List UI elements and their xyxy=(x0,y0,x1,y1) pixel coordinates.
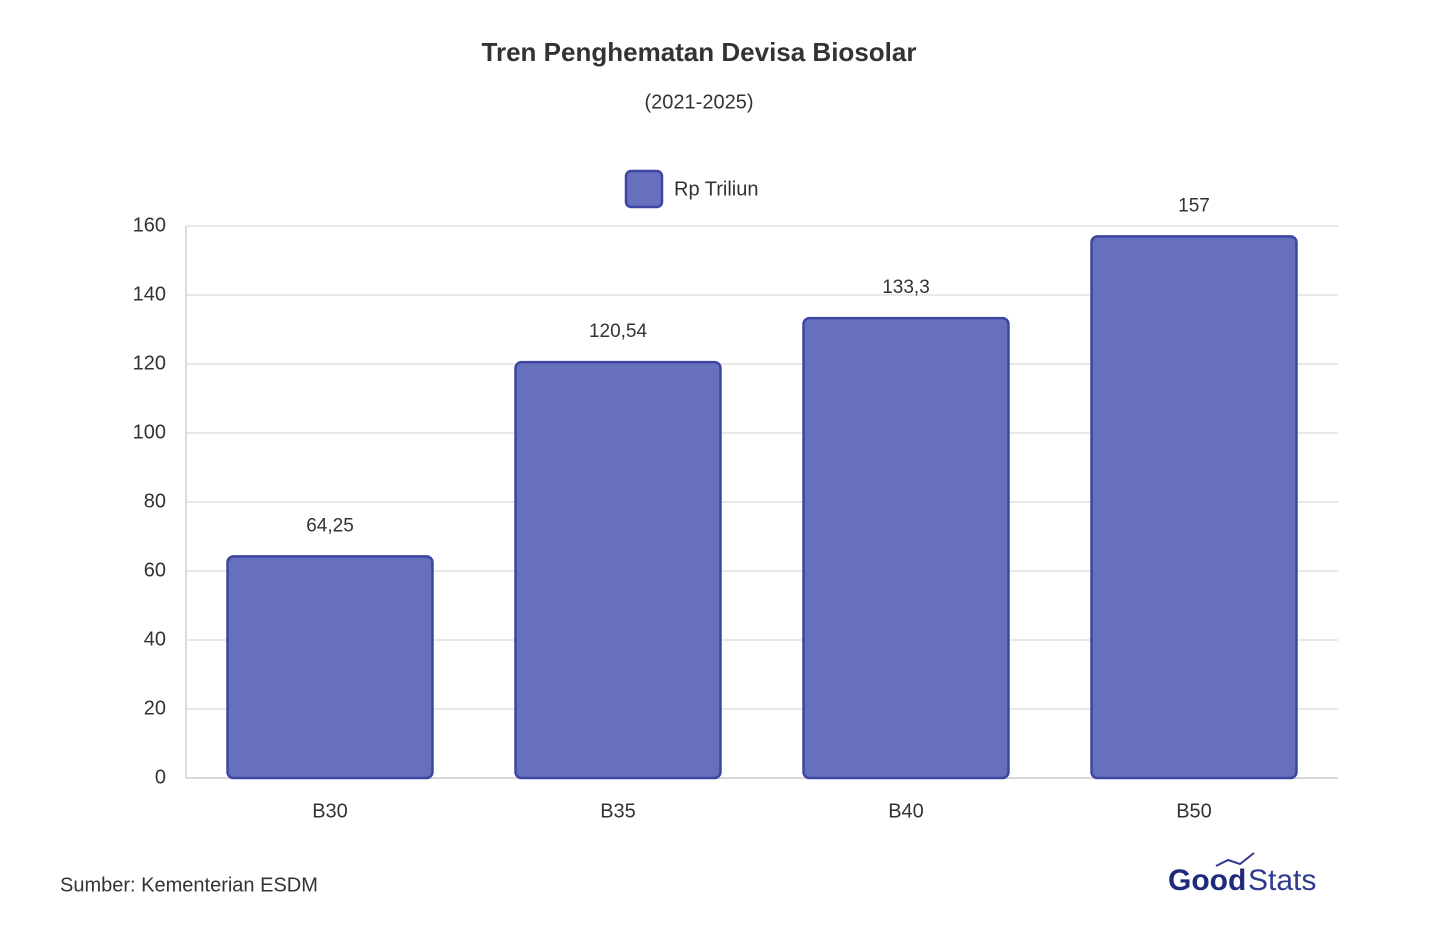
source: Sumber: Kementerian ESDM xyxy=(60,874,318,896)
bar xyxy=(226,555,434,780)
chart-title: Tren Penghematan Devisa Biosolar xyxy=(482,37,917,67)
y-tick-label: 0 xyxy=(155,766,166,788)
value-label: 64,25 xyxy=(306,515,354,536)
logo-light: Stats xyxy=(1248,864,1316,897)
bar xyxy=(802,316,1010,780)
y-tick-label: 60 xyxy=(144,559,166,581)
x-tick-label: B50 xyxy=(1176,800,1212,822)
value-label: 120,54 xyxy=(589,321,648,342)
value-label: 157 xyxy=(1178,195,1210,216)
y-tick-label: 140 xyxy=(133,283,166,305)
y-tick-label: 100 xyxy=(133,421,166,443)
y-tick-label: 20 xyxy=(144,697,166,719)
logo-bold: Good xyxy=(1168,864,1246,897)
y-tick-label: 160 xyxy=(133,214,166,236)
y-tick-label: 40 xyxy=(144,628,166,650)
y-tick-label: 80 xyxy=(144,490,166,512)
chart-subtitle: (2021-2025) xyxy=(645,91,754,113)
logo: Good Stats xyxy=(1168,852,1316,897)
x-tick-label: B40 xyxy=(888,800,924,822)
logo-icon xyxy=(1215,852,1255,867)
x-tick-label: B30 xyxy=(312,800,348,822)
x-tick-label: B35 xyxy=(600,800,636,822)
bar xyxy=(514,360,722,780)
value-label: 133,3 xyxy=(882,277,930,298)
bar xyxy=(1090,235,1298,780)
y-tick-label: 120 xyxy=(133,352,166,374)
legend-swatch xyxy=(624,169,664,209)
legend-label: Rp Triliun xyxy=(674,178,758,200)
